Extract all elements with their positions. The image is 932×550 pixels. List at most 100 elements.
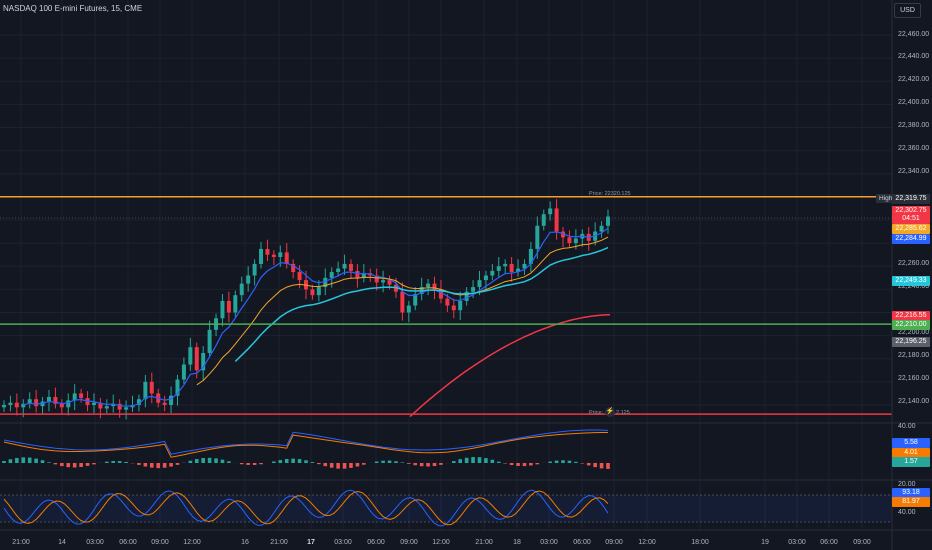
macd-histogram-bar [297, 459, 302, 463]
candle-body [310, 289, 315, 296]
macd-histogram-bar [317, 463, 321, 465]
price-levels [0, 195, 892, 415]
candle-body [323, 277, 328, 288]
candle-body [226, 300, 231, 313]
candle-body [252, 263, 257, 276]
macd-histogram-bar [522, 463, 527, 467]
macd-histogram-bar [574, 461, 578, 463]
candle-body [432, 283, 437, 290]
chart-grid [0, 0, 892, 530]
candle-body [509, 263, 514, 273]
macd-histogram-bar [529, 463, 533, 466]
price-tag: 22,216.55 [892, 311, 930, 321]
currency-button[interactable]: USD [894, 3, 921, 18]
candle-body [361, 273, 366, 278]
candle-body [8, 402, 13, 405]
candle-body [34, 399, 39, 407]
macd-histogram-bar [85, 463, 90, 466]
macd-histogram-bar [21, 457, 26, 463]
macd-histogram-bar [477, 457, 482, 463]
candle-body [567, 237, 572, 244]
candle-body [79, 393, 84, 399]
upper-price-level-label[interactable]: Price: 22320.125 [589, 191, 631, 197]
candle-body [259, 248, 264, 264]
price-axis-label: 22,160.00 [898, 375, 930, 382]
candle-body [162, 402, 167, 405]
candle-body [458, 300, 463, 311]
macd-histogram-bar [214, 458, 218, 463]
macd-histogram-bar [27, 457, 32, 463]
candle-body [522, 263, 527, 269]
macd-histogram-bar [92, 463, 96, 465]
time-axis-label: 09:00 [400, 539, 418, 546]
macd-histogram-bar [535, 463, 540, 465]
price-tag: 22,249.33 [892, 276, 930, 286]
candle-body [374, 275, 379, 283]
macd-histogram-bar [188, 460, 193, 463]
candle-body [201, 352, 206, 371]
price-tag: 22,196.25 [892, 337, 930, 347]
macd-histogram-bar [439, 463, 443, 465]
price-axis-label: 22,180.00 [898, 352, 930, 359]
candle-body [445, 298, 450, 306]
time-axis-label: 19 [761, 539, 769, 546]
time-axis-label: 18:00 [691, 539, 709, 546]
candle-body [175, 379, 180, 396]
candle-body [188, 347, 193, 365]
macd-histogram-bar [220, 459, 225, 463]
time-axis-label: 03:00 [334, 539, 352, 546]
time-axis-label: 03:00 [86, 539, 104, 546]
time-axis-label: 06:00 [367, 539, 385, 546]
candle-body [284, 252, 289, 264]
macd-histogram-bar [8, 459, 13, 463]
ma-long-line [409, 314, 611, 418]
macd-histogram-bar [66, 463, 71, 468]
time-axis-label: 06:00 [573, 539, 591, 546]
macd-histogram-bar [124, 461, 128, 463]
price-axis-label: 22,260.00 [898, 260, 930, 267]
macd-histogram-bar [426, 463, 430, 467]
macd-histogram-bar [548, 461, 552, 463]
candle-body [27, 399, 32, 404]
macd-histogram-bar [567, 460, 572, 463]
macd-pane [2, 429, 610, 469]
candlestick-series [2, 199, 610, 420]
candle-body [124, 407, 129, 410]
macd-histogram-bar [509, 463, 514, 466]
price-axis-label: 22,140.00 [898, 398, 930, 405]
stoch-d-line [3, 490, 609, 526]
macd-histogram-bar [484, 458, 488, 463]
symbol-title[interactable]: NASDAQ 100 E-mini Futures, 15, CME [3, 4, 143, 13]
candle-body [477, 280, 482, 288]
candle-body [400, 291, 405, 313]
time-axis-label: 16 [241, 539, 249, 546]
macd-histogram-bar [284, 459, 289, 463]
price-tag: 22,284.99 [892, 234, 930, 244]
macd-histogram-bar [394, 461, 398, 463]
candle-body [53, 396, 58, 404]
time-axis-label: 09:00 [605, 539, 623, 546]
price-axis-label: 22,380.00 [898, 122, 930, 129]
macd-histogram-bar [137, 463, 141, 465]
time-axis-label: 17 [307, 539, 315, 546]
ma-fast-line [23, 227, 609, 407]
candle-body [233, 295, 238, 313]
stoch-tag: 93.18 [892, 488, 930, 498]
price-tag: 22,285.62 [892, 224, 930, 234]
macd-histogram-bar [40, 460, 45, 463]
alert-icon[interactable]: ⚡ [605, 407, 615, 417]
candle-body [98, 402, 103, 409]
macd-histogram-bar [291, 458, 295, 463]
candle-body [464, 291, 469, 301]
time-axis-label: 18 [513, 539, 521, 546]
macd-tag: 1.57 [892, 457, 930, 467]
macd-histogram-bar [227, 461, 231, 463]
lower-price-level-label[interactable]: Price: [589, 410, 604, 416]
macd-histogram-bar [272, 461, 276, 463]
moving-average-series [23, 227, 611, 418]
candle-body [246, 275, 251, 284]
candle-body [2, 405, 6, 408]
candle-body [207, 329, 212, 353]
macd-histogram-bar [413, 463, 418, 466]
